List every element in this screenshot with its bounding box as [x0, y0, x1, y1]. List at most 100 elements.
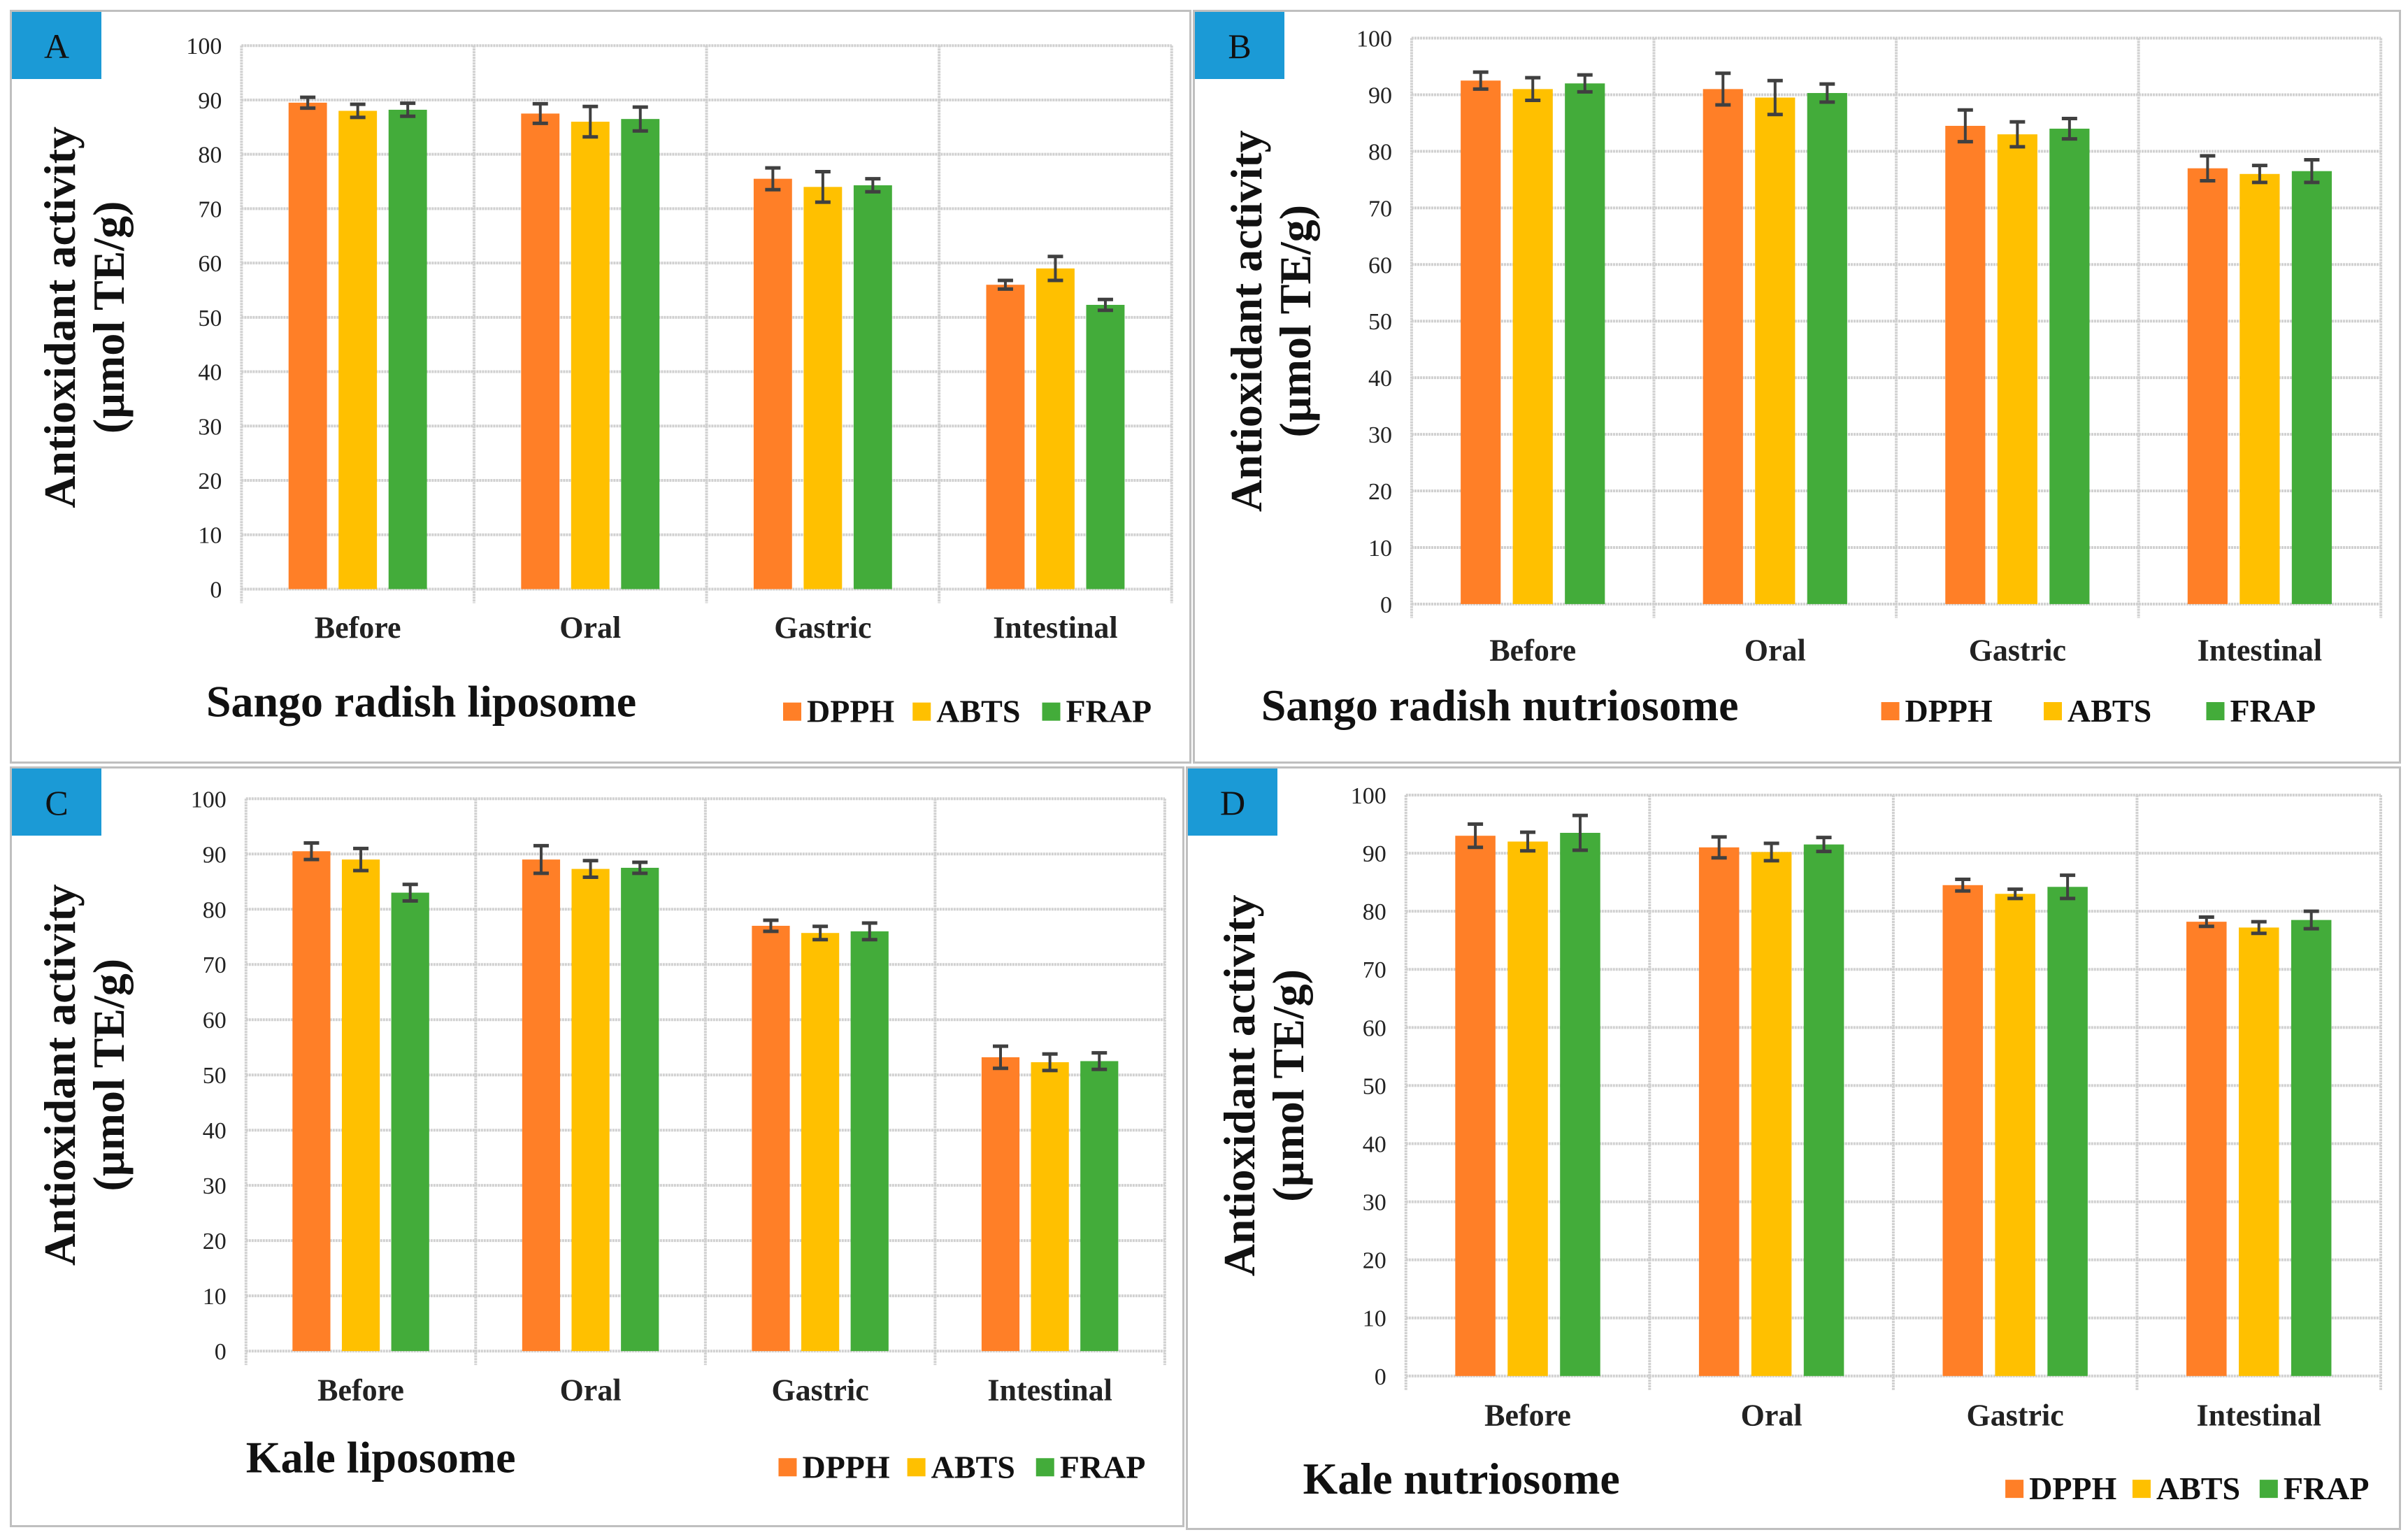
legend-swatch-abts: [907, 1458, 926, 1477]
legend-swatch-dpph: [783, 702, 802, 721]
legend-label: FRAP: [1060, 1449, 1146, 1485]
y-tick-label: 80: [1368, 139, 1392, 165]
bar-abts: [1507, 841, 1548, 1376]
y-tick-label: 40: [1363, 1131, 1386, 1157]
x-category-label: Intestinal: [993, 610, 1117, 645]
bar-dpph: [981, 1057, 1020, 1352]
y-tick-label: 20: [1363, 1248, 1386, 1274]
legend-label: DPPH: [2029, 1471, 2116, 1506]
legend-swatch-frap: [1035, 1458, 1054, 1477]
y-tick-label: 0: [1375, 1364, 1386, 1390]
y-tick-label: 70: [1363, 957, 1386, 983]
y-tick-label: 50: [198, 306, 222, 331]
y-tick-label: 30: [198, 414, 222, 440]
bar-dpph: [521, 113, 560, 589]
legend-swatch-dpph: [2005, 1480, 2024, 1499]
panel-label: B: [1228, 27, 1251, 66]
y-tick-label: 60: [203, 1008, 227, 1034]
y-tick-label: 10: [203, 1284, 227, 1310]
bar-abts: [803, 187, 843, 589]
y-tick-label: 60: [1368, 252, 1392, 278]
y-tick-label: 30: [203, 1173, 227, 1199]
y-tick-label: 40: [198, 360, 222, 386]
chart-title: Kale nutriosome: [1303, 1454, 1620, 1503]
chart-svg: 0 10 20 30 40 50 60 70 80 90 100 Before Oral Gastric I…: [12, 768, 1166, 1485]
chart-svg: 0 10 20 30 40 50 60 70 80 90 100 Before Oral Gastric I…: [1195, 12, 2383, 730]
panel-b-sango-radish-nutriosome: 0 10 20 30 40 50 60 70 80 90 100 Before Oral Gastric I…: [1193, 10, 2401, 764]
legend-label: ABTS: [936, 694, 1020, 729]
bar-abts: [341, 859, 380, 1352]
chart-title: Sango radish nutriosome: [1261, 680, 1739, 730]
y-tick-label: 100: [186, 34, 222, 59]
x-category-label: Intestinal: [2196, 1398, 2321, 1432]
y-tick-label: 80: [1363, 899, 1386, 925]
chart-title: Kale liposome: [246, 1432, 516, 1482]
bar-abts: [1512, 89, 1553, 604]
y-tick-label: 30: [1363, 1190, 1386, 1216]
bar-abts: [571, 122, 610, 589]
y-tick-label: 0: [210, 577, 222, 603]
y-tick-label: 70: [203, 952, 227, 978]
y-tick-label: 100: [1351, 783, 1386, 809]
chart-title: Sango radish liposome: [206, 677, 636, 727]
panel-a-sango-radish-liposome: 0 10 20 30 40 50 60 70 80 90 100 Before Oral Gastric I…: [10, 10, 1191, 764]
y-axis-title: Antioxidant activity: [35, 884, 85, 1266]
bar-dpph: [522, 859, 561, 1352]
bar-frap: [850, 931, 889, 1352]
y-tick-label: 20: [203, 1229, 227, 1254]
legend-label: FRAP: [2284, 1471, 2370, 1506]
legend-label: ABTS: [2156, 1471, 2240, 1506]
y-tick-label: 50: [203, 1063, 227, 1089]
y-tick-label: 10: [198, 523, 222, 549]
bar-abts: [1031, 1062, 1069, 1352]
y-tick-label: 50: [1363, 1073, 1386, 1099]
panel-label-box: [1195, 12, 1284, 79]
y-tick-label: 60: [1363, 1015, 1386, 1041]
y-tick-label: 90: [1368, 83, 1392, 108]
x-category-label: Before: [1484, 1398, 1571, 1432]
legend-label: DPPH: [1905, 693, 1993, 729]
chart-svg: 0 10 20 30 40 50 60 70 80 90 100 Before Oral Gastric I…: [12, 12, 1173, 729]
bar-abts: [1751, 852, 1792, 1376]
x-category-label: Gastric: [1967, 1398, 2064, 1432]
legend-swatch-dpph: [778, 1458, 797, 1477]
y-tick-label: 30: [1368, 422, 1392, 448]
bar-dpph: [288, 102, 327, 589]
y-axis-title: (µmol TE/g): [1263, 969, 1313, 1202]
y-tick-label: 10: [1368, 536, 1392, 562]
bar-dpph: [2186, 922, 2227, 1376]
bar-dpph: [2187, 168, 2228, 604]
bar-frap: [1086, 304, 1125, 589]
bar-abts: [571, 868, 610, 1352]
bar-dpph: [1703, 89, 1743, 604]
panel-label: A: [44, 27, 69, 66]
y-tick-label: 40: [203, 1118, 227, 1144]
y-tick-label: 100: [191, 787, 227, 813]
bar-frap: [1080, 1061, 1119, 1352]
bar-abts: [2238, 927, 2279, 1376]
bar-dpph: [986, 285, 1025, 589]
panel-label-box: [12, 768, 101, 836]
bar-dpph: [1461, 80, 1501, 604]
x-category-label: Intestinal: [2198, 633, 2322, 667]
y-tick-label: 80: [203, 897, 227, 923]
legend-label: ABTS: [931, 1449, 1015, 1485]
bar-dpph: [1455, 836, 1496, 1376]
legend-swatch-frap: [2206, 702, 2225, 721]
panel-label: D: [1220, 783, 1245, 822]
y-axis-title: Antioxidant activity: [35, 127, 85, 508]
bar-frap: [2291, 171, 2332, 604]
bar-frap: [2291, 920, 2332, 1376]
y-axis-title: (µmol TE/g): [84, 201, 134, 434]
bar-frap: [1565, 83, 1605, 604]
x-category-label: Gastric: [774, 610, 871, 645]
bar-frap: [388, 109, 427, 589]
bar-dpph: [1945, 125, 1986, 604]
legend-swatch-abts: [2132, 1480, 2151, 1499]
y-axis-title: Antioxidant activity: [1221, 130, 1271, 512]
bar-dpph: [1698, 847, 1740, 1376]
y-tick-label: 70: [198, 196, 222, 222]
x-category-label: Oral: [559, 610, 621, 645]
legend-label: FRAP: [1066, 694, 1152, 729]
y-tick-label: 10: [1363, 1306, 1386, 1332]
